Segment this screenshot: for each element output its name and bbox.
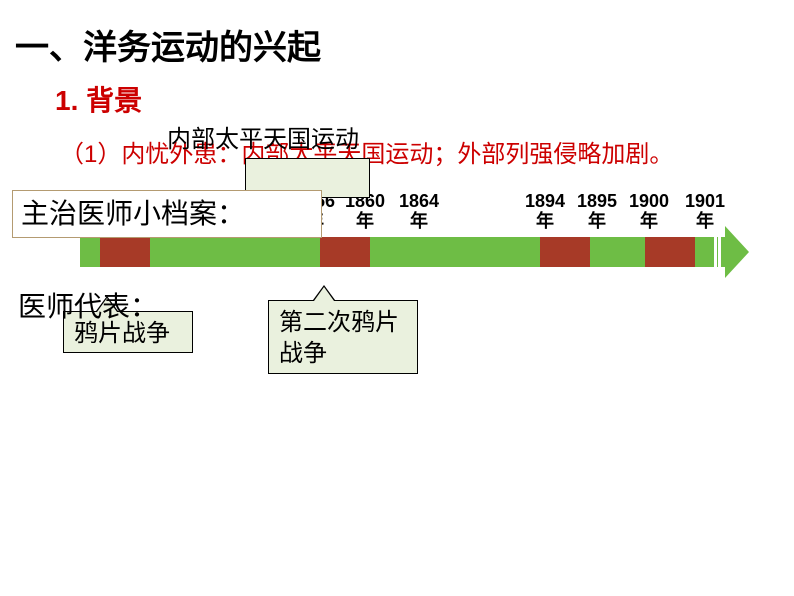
timeline-segment: [645, 237, 695, 267]
timeline-segment: [320, 237, 370, 267]
archive-box: 主治医师小档案：: [12, 190, 322, 238]
year-label: 1900年: [624, 192, 674, 232]
timeline-segment: [540, 237, 590, 267]
context-red-tail: ；外部列强侵略加剧。: [433, 141, 673, 168]
timeline-segment: [370, 237, 540, 267]
timeline-segment: [150, 237, 320, 267]
callout-opium-war-2: 第二次鸦片战争: [268, 300, 418, 374]
timeline-gap: [718, 237, 721, 267]
timeline-arrowhead-icon: [725, 226, 749, 278]
context-line: （1）内忧外患：内部太平天国运动；外部列强侵略加剧。 内部太平天国运动: [0, 119, 794, 169]
timeline-gap: [714, 237, 717, 267]
context-black-overlay-dup: 内部太平天国运动: [167, 119, 359, 154]
timeline-segment: [590, 237, 645, 267]
section-subtitle: 1. 背景: [0, 69, 794, 119]
doctor-representative-label: 医师代表：: [18, 285, 158, 325]
timeline: [80, 232, 780, 272]
timeline-segment: [100, 237, 150, 267]
timeline-segment: [80, 237, 100, 267]
year-label: 1864年: [394, 192, 444, 232]
year-label: 1895年: [572, 192, 622, 232]
year-label: 1901年: [680, 192, 730, 232]
year-label: 1894年: [520, 192, 570, 232]
main-title: 一、洋务运动的兴起: [0, 0, 794, 69]
